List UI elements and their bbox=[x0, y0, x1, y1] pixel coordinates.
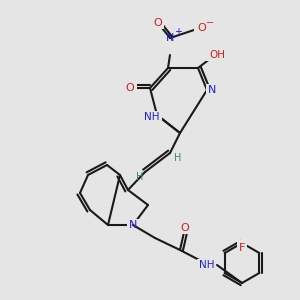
FancyBboxPatch shape bbox=[164, 32, 176, 44]
Text: O: O bbox=[154, 18, 162, 28]
FancyBboxPatch shape bbox=[142, 111, 162, 123]
Text: −: − bbox=[206, 18, 214, 28]
FancyBboxPatch shape bbox=[197, 259, 217, 271]
Text: N: N bbox=[129, 220, 137, 230]
FancyBboxPatch shape bbox=[206, 84, 218, 96]
Text: O: O bbox=[181, 223, 189, 233]
FancyBboxPatch shape bbox=[173, 153, 183, 163]
Text: +: + bbox=[174, 27, 182, 37]
Text: O: O bbox=[126, 83, 134, 93]
FancyBboxPatch shape bbox=[194, 22, 210, 34]
Text: F: F bbox=[239, 243, 245, 253]
FancyBboxPatch shape bbox=[179, 222, 191, 234]
Text: H: H bbox=[136, 172, 144, 182]
Text: H: H bbox=[174, 153, 182, 163]
Text: N: N bbox=[166, 33, 174, 43]
Text: O: O bbox=[198, 23, 206, 33]
Text: OH: OH bbox=[209, 50, 225, 60]
FancyBboxPatch shape bbox=[206, 49, 228, 61]
FancyBboxPatch shape bbox=[135, 172, 145, 182]
FancyBboxPatch shape bbox=[237, 240, 247, 250]
Text: NH: NH bbox=[144, 112, 160, 122]
FancyBboxPatch shape bbox=[152, 17, 164, 29]
FancyBboxPatch shape bbox=[123, 82, 137, 94]
Text: NH: NH bbox=[199, 260, 215, 270]
FancyBboxPatch shape bbox=[127, 219, 139, 231]
Text: N: N bbox=[208, 85, 216, 95]
